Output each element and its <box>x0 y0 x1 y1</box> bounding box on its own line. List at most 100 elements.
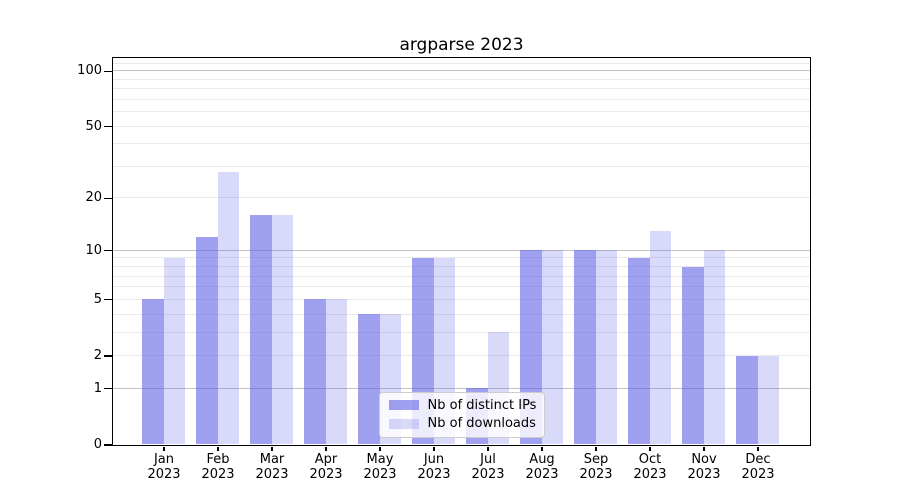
bar-downloads-jan <box>163 257 185 445</box>
y-tick-1 <box>104 388 112 390</box>
x-tick-month-mar: Mar <box>259 451 285 467</box>
x-tick-month-sep: Sep <box>583 451 609 467</box>
bar-distinct-ips-oct <box>628 257 650 445</box>
gridline-major-10 <box>112 249 810 251</box>
gridline-minor-5 <box>112 298 810 300</box>
gridline-minor-9 <box>112 257 810 259</box>
x-tick-aug <box>541 446 543 451</box>
bar-distinct-ips-may <box>358 314 380 445</box>
x-tick-oct <box>649 446 651 451</box>
x-tick-month-jun: Jun <box>423 451 445 467</box>
bar-distinct-ips-feb <box>196 236 218 445</box>
x-tick-label-jan: Jan 2023 <box>134 452 194 483</box>
x-tick-year-oct: 2023 <box>633 467 667 482</box>
gridline-minor-20 <box>112 197 810 199</box>
chart-title: argparse 2023 <box>399 35 524 55</box>
y-tick-label-10: 10 <box>85 242 102 258</box>
y-tick-100 <box>104 70 112 72</box>
bar-downloads-nov <box>703 250 725 445</box>
x-tick-nov <box>703 446 705 451</box>
x-tick-year-apr: 2023 <box>309 467 343 482</box>
x-tick-may <box>379 446 381 451</box>
x-tick-mar <box>271 446 273 451</box>
x-tick-year-jun: 2023 <box>417 467 451 482</box>
x-tick-apr <box>325 446 327 451</box>
x-tick-label-nov: Nov 2023 <box>674 452 734 483</box>
legend: Nb of distinct IPs Nb of downloads <box>378 391 545 438</box>
x-tick-label-dec: Dec 2023 <box>728 452 788 483</box>
x-tick-year-aug: 2023 <box>525 467 559 482</box>
x-tick-label-mar: Mar 2023 <box>242 452 302 483</box>
gridline-minor-4 <box>112 313 810 315</box>
gridline-minor-6 <box>112 286 810 288</box>
y-tick-2 <box>104 355 112 357</box>
legend-swatch-downloads <box>388 418 419 429</box>
bar-downloads-feb <box>217 171 239 445</box>
bar-distinct-ips-sep <box>574 250 596 445</box>
x-tick-month-nov: Nov <box>691 451 717 467</box>
gridline-major-100 <box>112 70 810 72</box>
bar-downloads-dec <box>757 355 779 445</box>
y-tick-50 <box>104 125 112 128</box>
gridline-minor-70 <box>112 98 810 100</box>
x-tick-month-feb: Feb <box>206 451 230 467</box>
x-tick-month-apr: Apr <box>314 451 338 467</box>
bar-downloads-sep <box>595 250 617 445</box>
x-tick-year-dec: 2023 <box>741 467 775 482</box>
gridline-minor-80 <box>112 88 810 90</box>
x-tick-dec <box>757 446 759 451</box>
gridline-minor-8 <box>112 266 810 268</box>
x-tick-year-may: 2023 <box>363 467 397 482</box>
x-tick-year-jan: 2023 <box>147 467 181 482</box>
bar-downloads-aug <box>541 250 563 445</box>
x-tick-label-sep: Sep 2023 <box>566 452 626 483</box>
x-tick-label-jul: Jul 2023 <box>458 452 518 483</box>
bar-distinct-ips-mar <box>250 215 272 445</box>
x-tick-year-nov: 2023 <box>687 467 721 482</box>
x-tick-month-jul: Jul <box>480 451 496 467</box>
x-tick-label-jun: Jun 2023 <box>404 452 464 483</box>
gridline-major-1 <box>112 387 810 389</box>
y-tick-label-20: 20 <box>85 190 102 206</box>
x-tick-month-jan: Jan <box>153 451 175 467</box>
x-tick-jun <box>433 446 435 451</box>
x-tick-jul <box>487 446 489 451</box>
bar-distinct-ips-nov <box>682 266 704 445</box>
x-tick-label-aug: Aug 2023 <box>512 452 572 483</box>
x-tick-month-oct: Oct <box>638 451 662 467</box>
x-tick-feb <box>217 446 219 451</box>
gridline-minor-30 <box>112 165 810 167</box>
legend-label-distinct-ips: Nb of distinct IPs <box>427 397 537 413</box>
x-tick-month-dec: Dec <box>745 451 771 467</box>
x-tick-label-may: May 2023 <box>350 452 410 483</box>
bar-distinct-ips-apr <box>304 299 326 445</box>
y-tick-10 <box>104 250 112 252</box>
gridline-minor-40 <box>112 143 810 145</box>
x-tick-label-oct: Oct 2023 <box>620 452 680 483</box>
gridline-minor-50 <box>112 125 810 127</box>
x-tick-label-apr: Apr 2023 <box>296 452 356 483</box>
bar-downloads-apr <box>325 299 347 445</box>
x-tick-label-feb: Feb 2023 <box>188 452 248 483</box>
x-tick-month-may: May <box>366 451 394 467</box>
legend-item-downloads: Nb of downloads <box>388 416 536 431</box>
x-tick-year-feb: 2023 <box>201 467 235 482</box>
legend-swatch-distinct-ips <box>388 400 419 411</box>
plot-area <box>111 56 811 446</box>
y-tick-label-2: 2 <box>93 348 102 363</box>
bar-downloads-mar <box>271 215 293 445</box>
x-tick-jan <box>163 446 165 451</box>
gridline-minor-110 <box>112 62 810 64</box>
bar-downloads-oct <box>649 230 671 445</box>
y-tick-0 <box>104 444 112 446</box>
gridline-minor-3 <box>112 331 810 333</box>
gridline-minor-2 <box>112 355 810 356</box>
y-tick-label-50: 50 <box>85 118 102 134</box>
y-tick-label-1: 1 <box>93 380 102 396</box>
x-tick-month-aug: Aug <box>529 451 555 467</box>
gridline-minor-7 <box>112 275 810 277</box>
legend-item-distinct-ips: Nb of distinct IPs <box>388 397 537 413</box>
y-tick-5 <box>104 299 112 301</box>
bar-distinct-ips-jan <box>142 299 164 445</box>
